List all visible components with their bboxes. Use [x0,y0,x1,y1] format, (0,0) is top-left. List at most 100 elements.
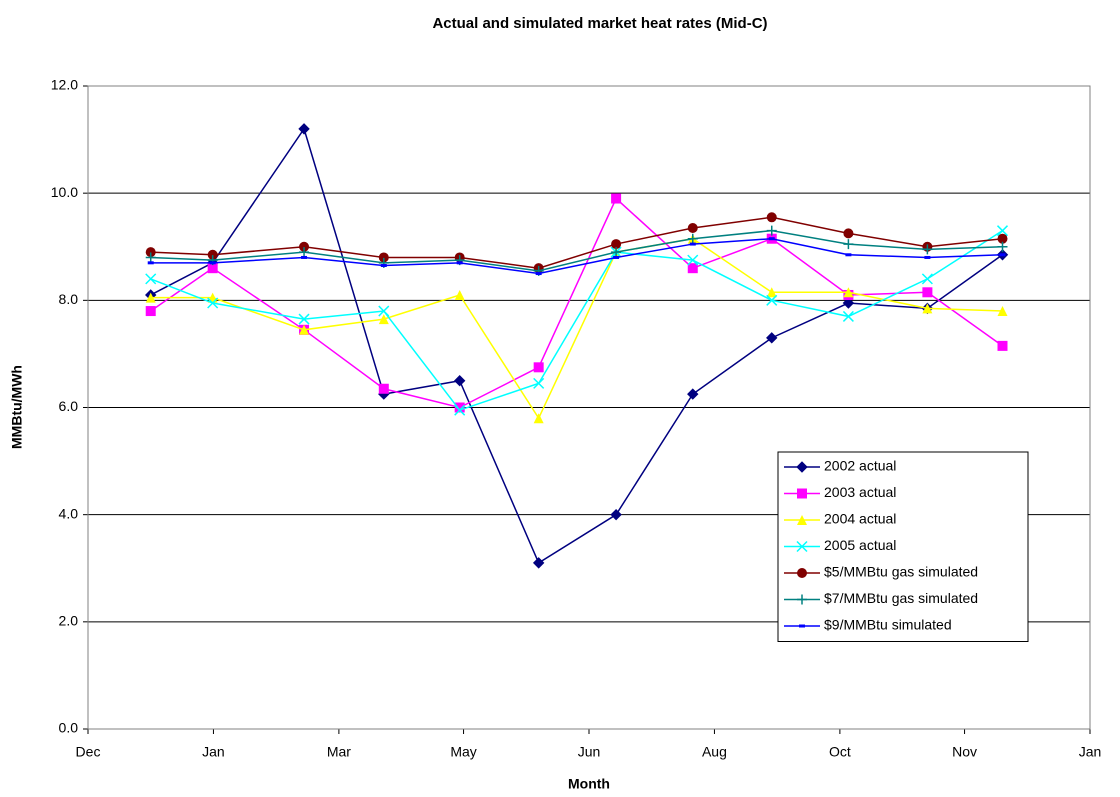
y-tick-label: 2.0 [59,613,79,629]
marker [145,292,156,303]
y-tick-label: 12.0 [51,77,78,93]
marker [147,261,154,265]
legend-label: $7/MMBtu gas simulated [824,590,978,606]
y-axis-label: MMBtu/MWh [9,365,25,449]
marker [378,305,390,317]
marker [687,222,698,233]
marker [299,324,310,335]
legend: 2002 actual 2003 actual 2004 actual 2005 ac… [777,451,1029,642]
marker [766,294,778,306]
marker [453,375,466,387]
marker [301,255,308,259]
marker [378,314,389,325]
marker [298,123,310,135]
series-line [150,237,1003,420]
legend-marker [796,461,808,473]
marker [996,225,1009,237]
marker [768,237,775,241]
marker [533,377,545,389]
marker [687,254,699,266]
series-line [150,127,1003,564]
x-axis-label: Month [568,776,610,792]
legend-marker [796,540,808,553]
marker [766,212,777,223]
marker [766,287,777,298]
x-tick-label: May [450,744,476,760]
plot-frame [87,85,1091,730]
marker [378,383,389,394]
marker [922,303,933,314]
marker [611,193,622,204]
legend-label: 2003 actual [824,484,896,500]
marker [533,413,544,424]
marker [689,242,696,246]
marker [687,233,698,244]
marker [533,362,544,373]
marker [999,253,1006,257]
marker [454,289,465,300]
marker [380,264,387,268]
marker [207,297,219,309]
legend-label: $9/MMBtu simulated [824,617,952,633]
marker [145,247,156,258]
marker [610,508,622,521]
marker [532,557,545,569]
marker [845,253,852,257]
marker [843,228,854,239]
x-tick-label: Oct [829,744,851,760]
series-line [150,229,1003,272]
x-tick-label: Jun [578,744,601,760]
marker [613,255,620,259]
y-tick-label: 4.0 [59,505,79,521]
marker [611,247,622,258]
marker [145,252,156,263]
marker [378,252,389,263]
marker [766,332,778,344]
marker [298,313,310,325]
marker [997,306,1008,317]
series-line [150,230,1003,412]
marker [456,261,463,265]
legend-marker [797,488,807,499]
marker [299,247,310,258]
legend-label: 2005 actual [824,537,896,553]
x-tick-label: Aug [702,744,727,760]
chart-title: Actual and simulated market heat rates (… [432,15,767,32]
x-tick-label: Jan [1079,744,1102,760]
y-tick-label: 6.0 [59,398,79,414]
y-tick-label: 10.0 [51,184,78,200]
marker [207,249,218,260]
legend-label: $5/MMBtu gas simulated [824,564,978,580]
marker [207,263,218,274]
marker [922,244,933,255]
marker [842,297,855,309]
y-tick-label: 0.0 [59,720,79,736]
marker [687,263,698,274]
marker [766,225,777,236]
y-tick-label: 8.0 [59,291,79,307]
marker [922,287,933,298]
series-line [150,237,1003,275]
marker [997,340,1008,351]
x-tick-label: Nov [952,744,977,760]
x-tick-label: Dec [76,744,101,760]
series-line [150,216,1003,269]
marker [842,310,854,322]
marker [209,261,216,265]
legend-label: 2002 actual [824,458,896,474]
marker [921,273,933,285]
marker [145,306,156,317]
marker [843,287,854,298]
marker [454,402,465,413]
legend-marker [797,594,807,605]
marker [454,404,466,416]
marker [924,255,931,259]
marker [997,241,1008,252]
x-tick-label: Jan [202,744,225,760]
marker [145,273,157,285]
marker [611,239,622,250]
legend-label: 2004 actual [824,511,896,527]
legend-marker [797,568,807,578]
